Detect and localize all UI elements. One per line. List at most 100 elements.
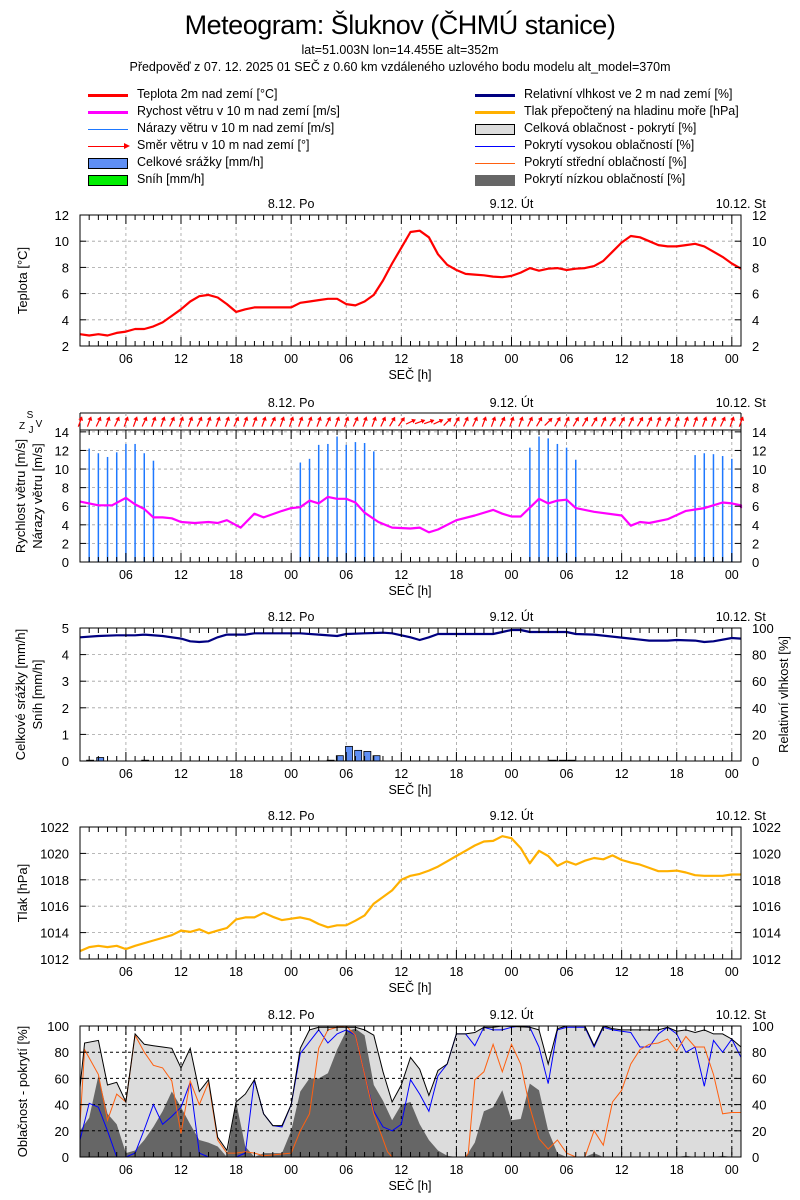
- y-right-tick-label: 60: [752, 1071, 766, 1086]
- legend-label: Nárazy větru v 10 m nad zemí [m/s]: [137, 121, 335, 135]
- series-line-rychost-větru: [79, 495, 743, 534]
- y-tick-label: 5: [62, 621, 69, 636]
- x-tick-label: 12: [394, 965, 408, 979]
- x-axis-label: SEČ [h]: [388, 1178, 431, 1193]
- wind-direction-arrow-icon: [453, 416, 460, 427]
- x-tick-label: 18: [670, 352, 684, 366]
- x-axis-label: SEČ [h]: [388, 367, 431, 382]
- y-right-tick-label: 4: [752, 518, 759, 533]
- day-label: 10.12. St: [716, 610, 767, 624]
- day-label: 8.12. Po: [268, 610, 315, 624]
- wind-direction-arrow-icon: [298, 416, 304, 427]
- legend-label: Pokrytí nízkou oblačností [%]: [524, 172, 686, 186]
- day-label: 9.12. Út: [490, 609, 534, 624]
- y-right-tick-label: 1016: [752, 899, 781, 914]
- x-tick-label: 00: [505, 965, 519, 979]
- x-tick-label: 18: [229, 767, 243, 781]
- y-tick-label: 8: [62, 260, 69, 275]
- y-tick-label: 1022: [40, 820, 69, 835]
- wind-direction-arrow-icon: [362, 416, 368, 427]
- day-label: 9.12. Út: [490, 196, 534, 211]
- x-tick-label: 06: [339, 568, 353, 582]
- arrow-icon: [88, 143, 130, 149]
- legend-label: Relativní vlhkost ve 2 m nad zemí [%]: [524, 87, 733, 101]
- y-tick-label: 10: [55, 462, 69, 477]
- y-right-tick-label: 40: [752, 701, 766, 716]
- x-tick-label: 00: [284, 568, 298, 582]
- grid: [80, 628, 741, 761]
- y-tick-label: 0: [62, 1150, 69, 1165]
- legend-box-swatch: [475, 124, 515, 135]
- day-label: 8.12. Po: [268, 197, 315, 211]
- x-tick-label: 00: [284, 1163, 298, 1177]
- plot-frame: [79, 826, 742, 960]
- x-tick-label: 18: [449, 1163, 463, 1177]
- x-tick-label: 18: [449, 767, 463, 781]
- wind-direction-arrow-icon: [702, 416, 708, 427]
- x-tick-label: 12: [174, 568, 188, 582]
- total-cloud-area: [80, 1026, 741, 1157]
- wind-direction-arrow-icon: [509, 416, 515, 427]
- y-tick-label: 6: [62, 287, 69, 302]
- wind-direction-arrow-icon: [405, 418, 416, 425]
- x-tick-label: 00: [505, 352, 519, 366]
- day-label: 10.12. St: [716, 197, 767, 211]
- legend-line-swatch: [475, 163, 515, 164]
- plot-frame: [79, 627, 742, 762]
- y-tick-label: 6: [62, 499, 69, 514]
- legend-box-swatch: [88, 175, 128, 186]
- y-tick-label: 1: [62, 727, 69, 742]
- x-tick-label: 06: [560, 965, 574, 979]
- day-label: 8.12. Po: [268, 396, 315, 410]
- wind-direction-arrow-icon: [105, 416, 111, 427]
- x-tick-label: 06: [119, 568, 133, 582]
- wind-direction-arrow-icon: [233, 416, 240, 427]
- x-tick-label: 00: [284, 965, 298, 979]
- x-tick-label: 12: [174, 767, 188, 781]
- y-tick-label: 2: [62, 339, 69, 354]
- day-label: 9.12. Út: [490, 1007, 534, 1022]
- wind-direction-arrow-icon: [609, 416, 616, 427]
- wind-direction-arrow-icon: [151, 416, 157, 427]
- y-right-tick-label: 20: [752, 727, 766, 742]
- x-tick-label: 12: [394, 1163, 408, 1177]
- x-tick-label: 00: [284, 767, 298, 781]
- x-tick-label: 00: [505, 767, 519, 781]
- wind-direction-arrow-icon: [288, 416, 295, 427]
- series-line-relativní-vlhkost: [79, 628, 742, 644]
- wind-direction-arrow-icon: [389, 416, 396, 427]
- x-tick-label: 12: [174, 352, 188, 366]
- y-tick-label: 0: [62, 754, 69, 769]
- legend-box-swatch: [88, 158, 128, 169]
- x-tick-label: 06: [560, 1163, 574, 1177]
- x-tick-label: 00: [505, 1163, 519, 1177]
- wind-direction-arrow-icon: [279, 416, 286, 427]
- wind-direction-arrow-icon: [711, 416, 717, 427]
- x-tick-label: 18: [670, 1163, 684, 1177]
- wind-direction-arrow-icon: [423, 418, 435, 425]
- wind-direction-arrow-icon: [380, 416, 387, 427]
- legend-line-swatch: [88, 111, 128, 114]
- legend-label: Rychost větru v 10 m nad zemí [m/s]: [137, 104, 340, 118]
- wind-direction-arrow-icon: [334, 416, 341, 427]
- y-right-tick-label: 2: [752, 536, 759, 551]
- wind-direction-arrow-icon: [397, 417, 405, 427]
- wind-direction-arrow-icon: [178, 416, 185, 427]
- total-cloud-line: [79, 1025, 742, 1152]
- y-right-tick-label: 12: [752, 208, 766, 223]
- day-label: 10.12. St: [716, 809, 767, 823]
- y-right-tick-label: 6: [752, 287, 759, 302]
- y-right-tick-label: 2: [752, 339, 759, 354]
- wind-direction-arrow-icon: [536, 416, 543, 427]
- y-axis-label: Teplota [°C]: [15, 247, 30, 314]
- y-right-tick-label: 1012: [752, 952, 781, 967]
- wind-direction-arrow-icon: [683, 416, 689, 427]
- x-tick-label: 18: [449, 965, 463, 979]
- wind-direction-arrow-icon: [600, 416, 607, 427]
- x-tick-label: 12: [615, 965, 629, 979]
- y-right-tick-label: 40: [752, 1098, 766, 1113]
- y-tick-label: 20: [55, 1124, 69, 1139]
- wind-direction-arrow-icon: [636, 416, 644, 427]
- y-right-tick-label: 8: [752, 481, 759, 496]
- day-label: 9.12. Út: [490, 395, 534, 410]
